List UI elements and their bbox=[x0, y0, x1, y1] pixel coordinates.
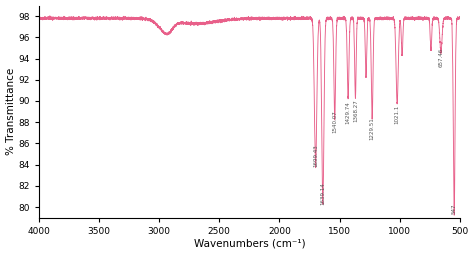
Text: 657.46: 657.46 bbox=[438, 48, 443, 67]
Text: 1540.07: 1540.07 bbox=[332, 110, 337, 133]
Text: 1639.14: 1639.14 bbox=[320, 182, 325, 205]
X-axis label: Wavenumbers (cm⁻¹): Wavenumbers (cm⁻¹) bbox=[193, 239, 305, 248]
Y-axis label: % Transmittance: % Transmittance bbox=[6, 68, 16, 155]
Text: 1429.74: 1429.74 bbox=[346, 102, 350, 124]
Text: 1021.1: 1021.1 bbox=[395, 105, 400, 124]
Text: 547: 547 bbox=[452, 204, 456, 214]
Text: 1368.27: 1368.27 bbox=[353, 100, 358, 122]
Text: 1229.51: 1229.51 bbox=[370, 118, 374, 140]
Text: 1699.43: 1699.43 bbox=[313, 144, 318, 167]
